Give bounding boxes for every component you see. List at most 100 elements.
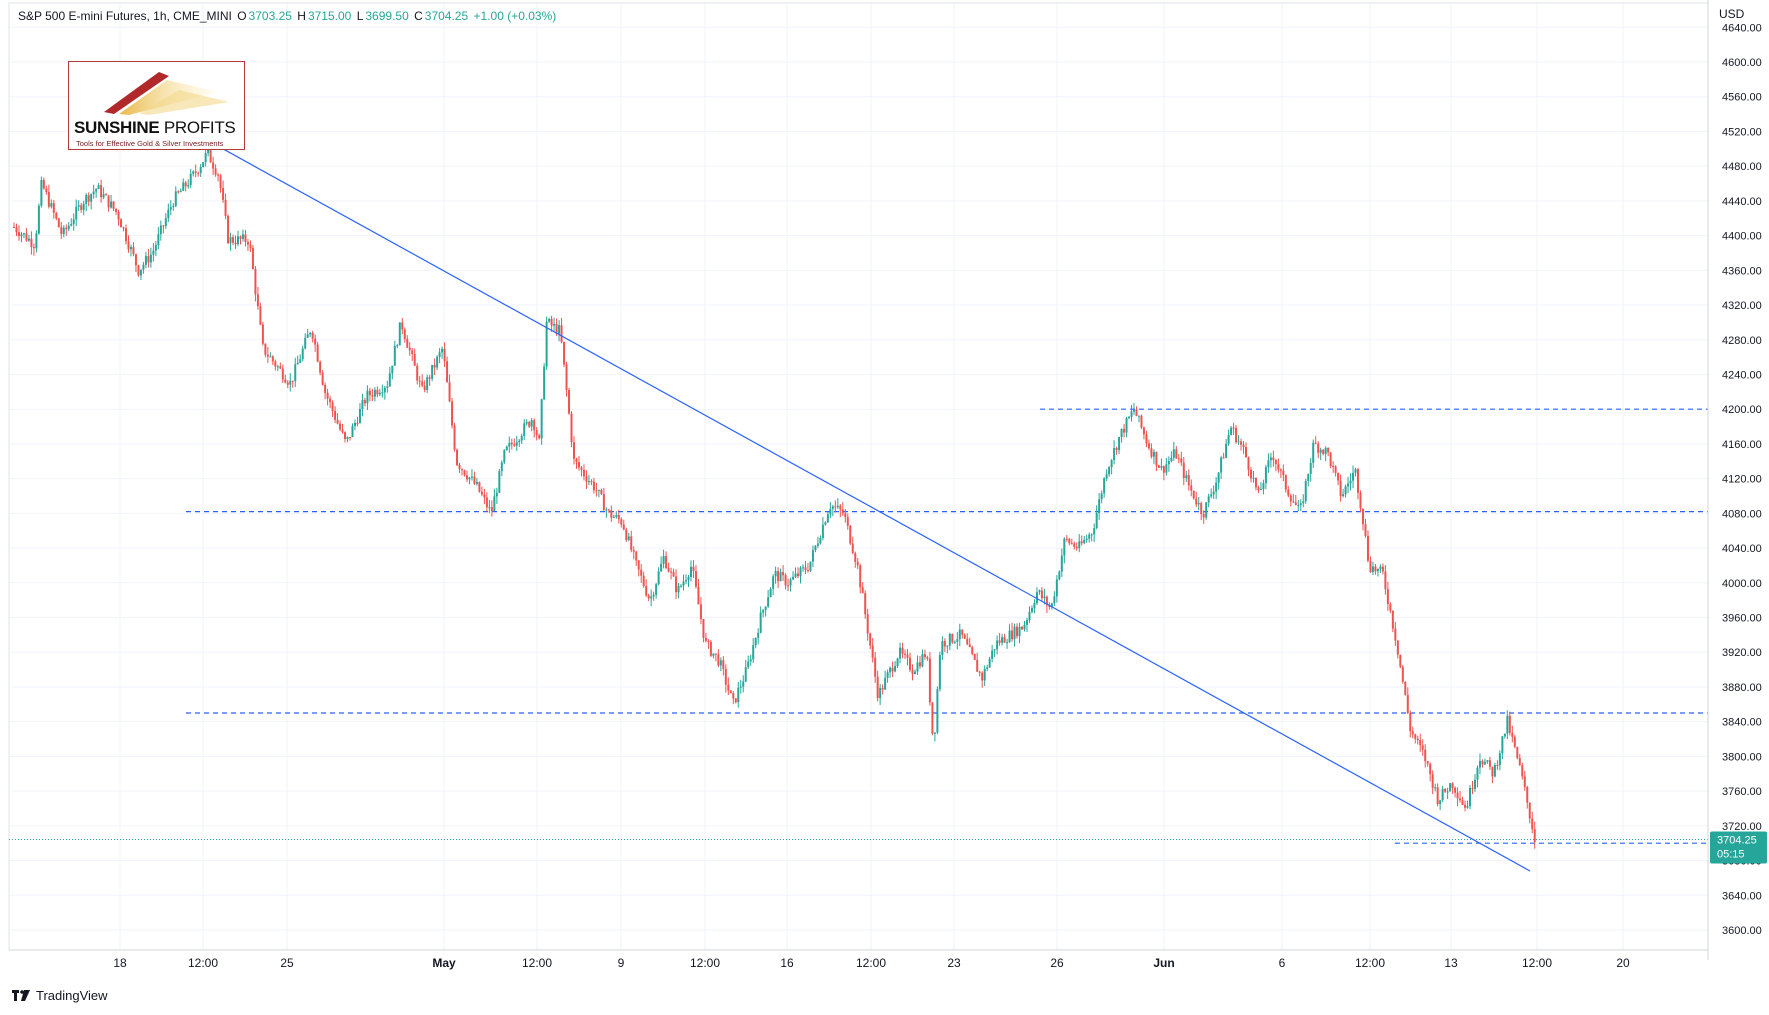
- candle: [1322, 449, 1325, 456]
- candle: [1384, 564, 1387, 595]
- time-axis[interactable]: 18 12:00 25 May 12:00 9 12:00 16 12:00 23 26 Jun 6 12…: [113, 956, 1630, 970]
- trendline-layer[interactable]: [214, 143, 1531, 872]
- candle-body: [55, 212, 58, 219]
- candle-body: [689, 566, 692, 578]
- candle: [289, 373, 292, 392]
- candle-body: [1339, 480, 1342, 497]
- candle-body: [886, 672, 889, 678]
- candle: [874, 651, 877, 683]
- candle-body: [625, 529, 628, 540]
- candle: [82, 200, 85, 216]
- candle-body: [1357, 469, 1360, 493]
- candle: [117, 209, 120, 226]
- candle: [1040, 587, 1043, 602]
- candle: [368, 387, 371, 402]
- tradingview-brand[interactable]: TradingView: [12, 988, 108, 1003]
- candle: [192, 170, 195, 177]
- candle: [724, 664, 727, 693]
- candle: [1088, 532, 1091, 543]
- candle-body: [1391, 610, 1394, 629]
- candle-body: [575, 458, 578, 463]
- candle-body: [167, 209, 170, 219]
- downtrend-line[interactable]: [214, 143, 1531, 872]
- candle-body: [408, 347, 411, 351]
- candle: [767, 589, 770, 608]
- candle: [1217, 472, 1220, 490]
- candle: [846, 513, 849, 530]
- candle: [177, 190, 180, 194]
- candle-body: [157, 234, 160, 245]
- candle-body: [1177, 458, 1180, 460]
- candle-body: [550, 319, 553, 326]
- candle: [1242, 440, 1245, 454]
- candle-body: [1384, 571, 1387, 590]
- candle: [650, 589, 653, 607]
- candle: [602, 487, 605, 511]
- candle-body: [264, 343, 267, 355]
- candle: [1352, 465, 1355, 489]
- candle-body: [142, 264, 145, 270]
- candle-body: [622, 524, 625, 530]
- candle-body: [495, 492, 498, 497]
- candle-body: [811, 550, 814, 562]
- candle: [498, 468, 501, 494]
- candle-body: [204, 153, 207, 163]
- candle-body: [234, 242, 237, 245]
- candle-body: [480, 491, 483, 495]
- candle-body: [1464, 804, 1467, 808]
- candle: [1436, 783, 1439, 807]
- candle: [739, 679, 742, 694]
- candle: [986, 664, 989, 672]
- candle: [1080, 535, 1083, 546]
- candle: [97, 183, 100, 190]
- candle: [1167, 456, 1170, 472]
- candle: [558, 320, 561, 342]
- candle-body: [105, 194, 108, 196]
- candle: [329, 395, 332, 409]
- x-tick-label: 9: [618, 956, 625, 970]
- candle-body: [1090, 534, 1093, 536]
- candle-body: [510, 442, 513, 445]
- candle-body: [1222, 457, 1225, 459]
- candle-body: [879, 687, 882, 699]
- candle: [764, 606, 767, 617]
- candle: [371, 388, 374, 402]
- candle-body: [37, 205, 40, 234]
- candle-body: [759, 612, 762, 633]
- candle: [115, 208, 118, 215]
- candle-body: [816, 543, 819, 546]
- candle: [617, 509, 620, 524]
- candle-body: [92, 191, 95, 195]
- candle-body: [214, 168, 217, 175]
- low-value: 3699.50: [365, 9, 409, 23]
- candle: [655, 582, 658, 599]
- candle: [1369, 556, 1372, 573]
- candle-body: [1038, 590, 1041, 593]
- candle-body: [1421, 745, 1424, 750]
- candle-body: [1152, 451, 1155, 457]
- candle: [154, 241, 157, 257]
- candle: [65, 224, 68, 236]
- candle: [851, 536, 854, 555]
- candle: [279, 362, 282, 370]
- price-axis[interactable]: 3600.003640.003680.003720.003760.003800.…: [1722, 22, 1762, 937]
- candle: [528, 421, 531, 429]
- candle: [172, 203, 175, 211]
- candle-body: [1424, 749, 1427, 762]
- candle-body: [413, 353, 416, 366]
- symbol-legend: S&P 500 E-mini Futures, 1h, CME_MINI O 37…: [18, 9, 558, 23]
- candle-body: [896, 658, 899, 666]
- candle: [398, 322, 401, 346]
- candle: [1060, 548, 1063, 578]
- candle: [344, 431, 347, 443]
- candle-body: [426, 377, 429, 390]
- candle-body: [1399, 654, 1402, 667]
- candle: [187, 179, 190, 189]
- candle: [1212, 485, 1215, 499]
- candle: [353, 419, 356, 431]
- candle: [1441, 785, 1444, 803]
- candle: [1389, 602, 1392, 614]
- candle-body: [961, 629, 964, 635]
- candle: [1008, 624, 1011, 643]
